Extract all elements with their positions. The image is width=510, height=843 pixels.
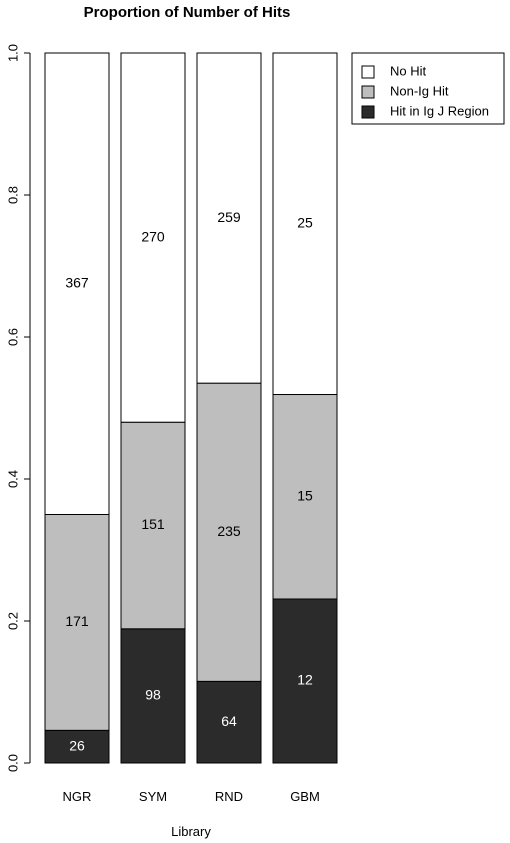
data-label: 235 — [217, 523, 241, 539]
x-tick-label: RND — [215, 789, 243, 804]
legend: No Hit Non-Ig Hit Hit in Ig J Region — [351, 52, 505, 125]
bar-ngr-no-hit — [44, 52, 110, 515]
x-axis: NGR SYM RND GBM — [63, 789, 320, 804]
bar-gbm-hit-in-ig-j-region — [272, 598, 338, 764]
bar-sym-non-ig-hit — [120, 421, 186, 630]
bar-rnd-hit-in-ig-j-region — [196, 680, 262, 764]
y-tick-label: 0.0 — [5, 754, 20, 772]
legend-entry: No Hit — [390, 63, 427, 78]
bar-sym-no-hit — [120, 52, 186, 423]
y-tick-label: 0.6 — [5, 328, 20, 346]
bar-gbm-no-hit — [272, 52, 338, 396]
data-label: 15 — [297, 487, 313, 503]
chart-title: Proportion of Number of Hits — [84, 4, 291, 21]
data-label: 26 — [69, 737, 85, 753]
bars: 26 171 367 98 151 270 64 235 259 12 15 25 — [44, 52, 338, 764]
data-label: 259 — [217, 209, 241, 225]
bar-rnd-non-ig-hit — [196, 382, 262, 682]
y-tick-label: 0.8 — [5, 186, 20, 204]
data-label: 98 — [145, 687, 161, 703]
y-tick-label: 0.2 — [5, 612, 20, 630]
x-tick-label: GBM — [290, 789, 320, 804]
y-axis: 0.0 0.2 0.4 0.6 0.8 1.0 — [5, 44, 31, 772]
legend-entry: Hit in Ig J Region — [390, 103, 489, 118]
data-label: 12 — [297, 672, 313, 688]
x-axis-label: Library — [171, 824, 211, 839]
legend-swatch — [361, 85, 375, 99]
bar-ngr-hit-in-ig-j-region — [44, 729, 110, 764]
data-label: 25 — [297, 214, 313, 230]
bar-rnd-no-hit — [196, 52, 262, 384]
legend-swatch — [361, 105, 375, 119]
data-label: 151 — [141, 516, 165, 532]
legend-swatch — [361, 65, 375, 79]
x-tick-label: NGR — [63, 789, 92, 804]
data-label: 64 — [221, 713, 237, 729]
bar-gbm-non-ig-hit — [272, 394, 338, 600]
data-label: 171 — [65, 613, 89, 629]
x-tick-label: SYM — [139, 789, 167, 804]
y-tick-label: 1.0 — [5, 44, 20, 62]
bar-sym-hit-in-ig-j-region — [120, 628, 186, 764]
legend-entry: Non-Ig Hit — [390, 83, 449, 98]
legend-box — [351, 52, 505, 125]
bar-ngr-non-ig-hit — [44, 514, 110, 731]
data-label: 270 — [141, 228, 165, 244]
y-tick-label: 0.4 — [5, 470, 20, 488]
data-label: 367 — [65, 274, 89, 290]
